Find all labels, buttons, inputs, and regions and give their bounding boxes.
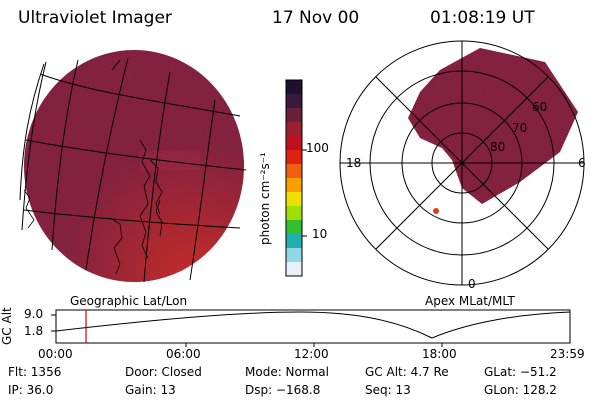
colorbar-segment — [286, 108, 302, 123]
colorbar-segment — [286, 248, 302, 263]
info-seq: Seq: 13 — [365, 383, 411, 397]
colorbar-segment — [286, 122, 302, 137]
colorbar-segment — [286, 262, 302, 277]
colorbar-segment — [286, 192, 302, 207]
ring-label-80: 80 — [490, 140, 506, 154]
info-dsp: Dsp: −168.8 — [245, 383, 321, 397]
altitude-tick-low: 1.8 — [24, 324, 44, 338]
altitude-tick-high: 9.0 — [24, 307, 44, 321]
ring-label-70: 70 — [512, 121, 528, 135]
time-label: 01:08:19 UT — [430, 8, 535, 28]
info-ip: IP: 36.0 — [8, 383, 54, 397]
colorbar-unit-label: photon cm⁻²s⁻¹ — [258, 152, 272, 245]
geographic-image — [19, 50, 247, 283]
apex-panel-label: Apex MLat/MLT — [425, 294, 515, 308]
colorbar-segment — [286, 150, 302, 165]
mlt-label-6: 6 — [578, 156, 586, 170]
info-gain: Gain: 13 — [125, 383, 176, 397]
apex-polar-plot — [339, 40, 585, 286]
info-door: Door: Closed — [125, 365, 202, 379]
mlt-label-18: 18 — [346, 156, 362, 170]
colorbar-segment — [286, 94, 302, 109]
altitude-plot — [51, 309, 571, 347]
mlt-label-0: 0 — [468, 277, 476, 291]
colorbar-segment — [286, 178, 302, 193]
info-glon: GLon: 128.2 — [484, 383, 557, 397]
color-scale-bar — [286, 80, 302, 277]
date-label: 17 Nov 00 — [272, 8, 360, 28]
time-tick-1200: 12:00 — [294, 347, 329, 361]
colorbar-segment — [286, 136, 302, 151]
coastline — [23, 139, 163, 275]
geographic-grid — [21, 57, 247, 283]
geographic-panel-label: Geographic Lat/Lon — [70, 294, 188, 308]
ring-label-60: 60 — [532, 100, 548, 114]
colorbar-segment — [286, 234, 302, 249]
colorbar-tick-100: 100 — [306, 141, 329, 155]
colorbar-segment — [286, 80, 302, 95]
time-tick-0000: 00:00 — [38, 347, 73, 361]
altitude-axis-label: GC Alt — [0, 307, 14, 345]
colorbar-segment — [286, 206, 302, 221]
colorbar-tick-10: 10 — [312, 227, 328, 241]
info-mode: Mode: Normal — [245, 365, 329, 379]
time-tick-1800: 18:00 — [422, 347, 457, 361]
time-tick-2359: 23:59 — [550, 347, 585, 361]
colorbar-segment — [286, 220, 302, 235]
info-glat: GLat: −51.2 — [484, 365, 557, 379]
time-tick-0600: 06:00 — [166, 347, 201, 361]
info-flt: Flt: 1356 — [8, 365, 62, 379]
instrument-title: Ultraviolet Imager — [18, 8, 172, 28]
info-gc-alt: GC Alt: 4.7 Re — [365, 365, 449, 379]
auroral-spot — [433, 208, 439, 214]
geographic-outer-arc — [19, 63, 45, 201]
altitude-curve — [55, 311, 571, 339]
colorbar-segment — [286, 164, 302, 179]
